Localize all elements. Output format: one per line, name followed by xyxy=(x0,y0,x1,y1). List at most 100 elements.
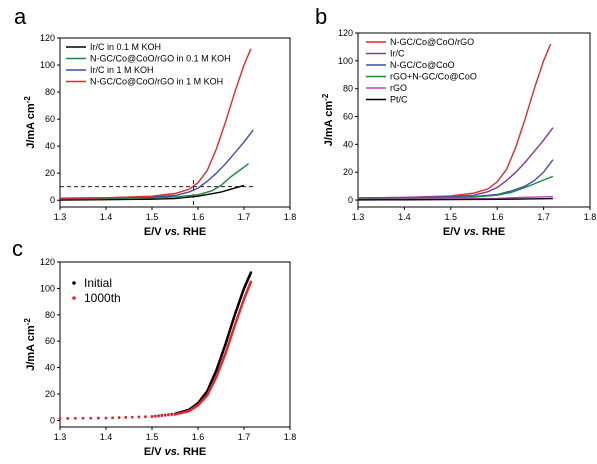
y-tick-label: 120 xyxy=(40,257,55,267)
data-point xyxy=(58,417,62,420)
series-0 xyxy=(58,271,253,420)
panel-label: b xyxy=(315,4,327,29)
series-line-1 xyxy=(59,163,250,200)
x-axis-label: E/V vs. RHE xyxy=(443,226,505,238)
series-line-3 xyxy=(357,175,554,200)
legend-marker xyxy=(72,281,76,285)
data-point xyxy=(81,416,85,420)
y-tick-label: 60 xyxy=(45,336,55,346)
x-tick-label: 1.7 xyxy=(238,212,251,222)
panel-b: b 1.3 1.4 1.5 1.6 1.7 1.8 0 20 40 60 80 100 120 E/V vs… xyxy=(315,4,596,238)
y-tick-label: 40 xyxy=(45,363,55,373)
x-tick-label: 1.4 xyxy=(398,212,411,222)
data-point xyxy=(97,416,100,420)
data-point xyxy=(163,414,167,417)
x-tick-label: 1.8 xyxy=(584,212,597,222)
panel-label: c xyxy=(12,236,23,261)
y-tick-label: 0 xyxy=(50,195,55,205)
plot-frame xyxy=(59,261,291,428)
y-tick-label: 80 xyxy=(343,84,353,94)
legend: N-GC/Co@CoO/rGO Ir/CN-GC/Co@CoO rGO+N-GC/C… xyxy=(366,37,477,105)
data-point xyxy=(157,414,160,418)
y-axis-label: J/mA cm-2 xyxy=(321,93,336,146)
panel-a: a 1.3 1.4 1.5 1.6 1.7 1.8 0 20 40 60 80 100 120 E/V vs… xyxy=(14,4,296,238)
data-point xyxy=(111,416,114,420)
data-point xyxy=(137,415,141,419)
legend-marker xyxy=(72,296,76,300)
series-line-0 xyxy=(59,184,245,201)
data-point xyxy=(117,416,121,419)
x-tick-label: 1.8 xyxy=(284,212,297,222)
data-point xyxy=(124,416,128,419)
data-point xyxy=(130,415,134,419)
y-tick-label: 60 xyxy=(45,114,55,124)
y-axis-label: J/mA cm-2 xyxy=(23,96,38,149)
data-point xyxy=(167,413,170,417)
legend-label: 1000th xyxy=(84,291,121,305)
legend: Ir/C in 0.1 M KOH N-GC/Co@CoO/rGO in 0.1 … xyxy=(66,42,231,87)
data-point xyxy=(249,271,253,274)
legend-label: rGO+N-GC/Co@CoO xyxy=(390,72,477,82)
legend-label: Initial xyxy=(84,276,112,290)
y-tick-label: 120 xyxy=(40,33,55,43)
y-tick-label: 20 xyxy=(45,168,55,178)
x-tick-label: 1.3 xyxy=(54,212,67,222)
data-point xyxy=(249,280,253,284)
y-tick-label: 100 xyxy=(40,283,55,293)
x-axis-label: E/V vs. RHE xyxy=(144,446,206,458)
panel-label: a xyxy=(14,4,27,29)
legend-label: Ir/C in 1 M KOH xyxy=(90,65,154,75)
data-point xyxy=(74,416,77,420)
x-tick-label: 1.6 xyxy=(192,432,205,442)
y-tick-label: 20 xyxy=(343,167,353,177)
legend-label: Ir/C in 0.1 M KOH xyxy=(90,42,161,52)
x-tick-label: 1.5 xyxy=(146,432,159,442)
legend-label: N-GC/Co@CoO/rGO in 0.1 M KOH xyxy=(90,54,231,64)
y-tick-label: 100 xyxy=(338,56,353,66)
data-point xyxy=(170,413,174,417)
legend-label: N-GC/Co@CoO/rGO in 1 M KOH xyxy=(90,77,223,87)
x-axis-label: E/V vs. RHE xyxy=(144,226,206,238)
data-point xyxy=(153,415,157,418)
panel-c: c 1.3 1.4 1.5 1.6 1.7 1.8 0 20 40 60 80 100 120 E/V vs… xyxy=(12,236,296,458)
plot-frame xyxy=(357,32,591,208)
series-line-5 xyxy=(357,197,553,201)
y-tick-label: 80 xyxy=(45,310,55,320)
data-point xyxy=(104,416,108,420)
x-tick-label: 1.5 xyxy=(146,212,159,222)
series-line-2 xyxy=(59,129,254,199)
x-tick-label: 1.3 xyxy=(54,432,67,442)
legend-label: rGO xyxy=(390,83,407,93)
y-tick-label: 80 xyxy=(45,87,55,97)
y-tick-label: 40 xyxy=(45,141,55,151)
x-tick-label: 1.4 xyxy=(100,212,113,222)
y-tick-label: 40 xyxy=(343,139,353,149)
y-tick-label: 0 xyxy=(348,195,353,205)
data-point xyxy=(160,414,164,418)
y-tick-label: 20 xyxy=(45,389,55,399)
legend-label: Pt/C xyxy=(390,95,408,105)
y-tick-label: 100 xyxy=(40,60,55,70)
y-tick-label: 0 xyxy=(50,415,55,425)
x-tick-label: 1.3 xyxy=(352,212,365,222)
data-point xyxy=(66,417,69,420)
legend-label: Ir/C xyxy=(390,49,405,59)
series-1 xyxy=(58,280,253,420)
x-tick-label: 1.7 xyxy=(238,432,251,442)
x-tick-label: 1.6 xyxy=(192,212,205,222)
y-tick-label: 60 xyxy=(343,112,353,122)
x-tick-label: 1.6 xyxy=(491,212,504,222)
y-axis-label: J/mA cm-2 xyxy=(23,318,38,371)
series-line-3 xyxy=(59,48,252,199)
x-tick-label: 1.4 xyxy=(100,432,113,442)
x-tick-label: 1.7 xyxy=(537,212,550,222)
x-tick-label: 1.8 xyxy=(284,432,297,442)
data-point xyxy=(144,415,147,419)
y-tick-label: 120 xyxy=(338,28,353,38)
legend-label: N-GC/Co@CoO/rGO xyxy=(390,37,474,47)
series-line-2 xyxy=(357,159,554,200)
x-tick-label: 1.5 xyxy=(445,212,458,222)
legend-label: N-GC/Co@CoO xyxy=(390,60,455,70)
